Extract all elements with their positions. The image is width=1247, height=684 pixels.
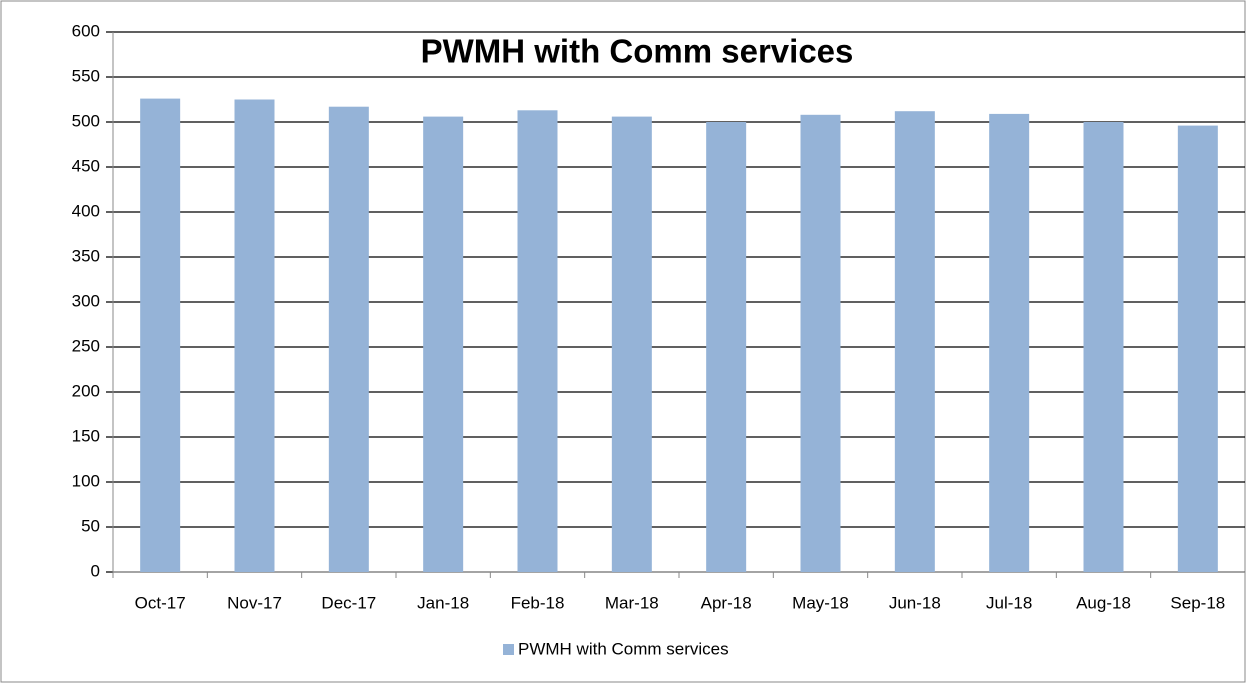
bar [140,98,181,572]
x-tick-label: May-18 [792,593,849,612]
bar [234,99,275,572]
bar [1083,122,1124,572]
bar [611,116,652,572]
y-tick-label: 0 [91,561,100,580]
bar [423,116,464,572]
bar [328,106,369,572]
y-tick-label: 300 [72,291,100,310]
grid: 0 50 100 150 200 250 300 350 400 450 500 550 600 Oct-… [72,21,1246,612]
x-tick-label: Jul-18 [986,593,1032,612]
y-tick-label: 250 [72,336,100,355]
bar [894,111,935,572]
x-tick-label: Jan-18 [417,593,469,612]
bar [989,113,1030,573]
x-tick-label: Apr-18 [701,593,752,612]
bars [140,98,1218,573]
x-tick-label: Oct-17 [135,593,186,612]
bar [706,122,747,572]
y-tick-label: 450 [72,156,100,175]
y-tick-label: 50 [81,516,100,535]
x-tick-label: Nov-17 [227,593,282,612]
legend-swatch [503,644,514,655]
y-tick-label: 350 [72,246,100,265]
y-tick-label: 200 [72,381,100,400]
x-tick-label: Dec-17 [321,593,376,612]
x-tick-label: Feb-18 [511,593,565,612]
y-tick-label: 500 [72,111,100,130]
x-tick-label: Mar-18 [605,593,659,612]
y-tick-label: 550 [72,66,100,85]
bar [1177,125,1218,572]
x-tick-label: Sep-18 [1170,593,1225,612]
y-tick-label: 600 [72,21,100,40]
y-tick-label: 100 [72,471,100,490]
y-tick-label: 150 [72,426,100,445]
bar [517,110,558,573]
chart-title: PWMH with Comm services [421,33,854,70]
y-tick-label: 400 [72,201,100,220]
x-tick-label: Jun-18 [889,593,941,612]
x-tick-label: Aug-18 [1076,593,1131,612]
legend-label: PWMH with Comm services [518,639,729,658]
bar [800,114,841,573]
